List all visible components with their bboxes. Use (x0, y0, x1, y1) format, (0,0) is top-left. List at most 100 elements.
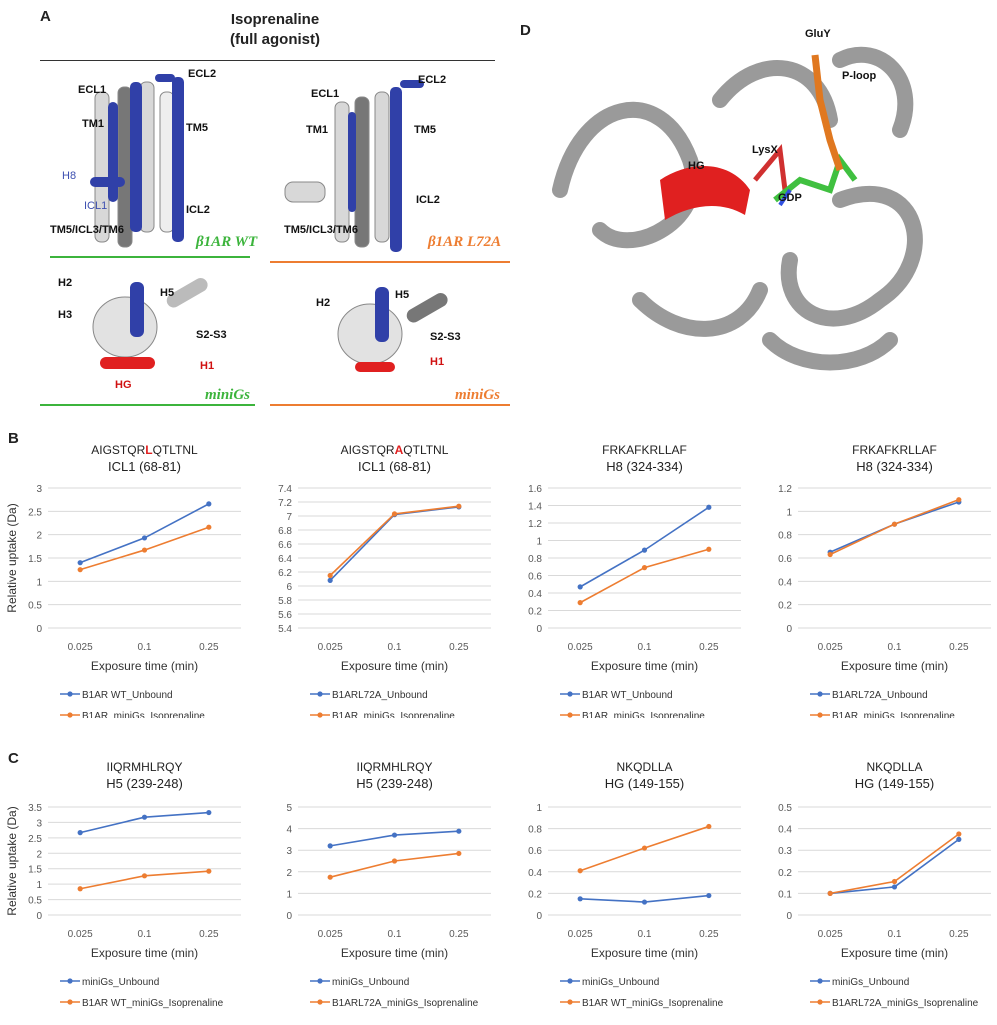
data-point-blue (577, 584, 583, 590)
data-point-orange (827, 890, 833, 896)
data-point-orange (456, 503, 462, 509)
y-tick-label: 7.2 (278, 498, 292, 509)
x-tick-label: 0.1 (388, 642, 402, 653)
label-ploop: P-loop (842, 70, 877, 82)
legend-entry: miniGs_Unbound (582, 977, 659, 988)
x-tick-label: 0.025 (318, 642, 343, 653)
legend-entry: B1ARL72A_Unbound (832, 690, 928, 701)
chart-title-region: ICL1 (68-81) (108, 459, 181, 474)
x-axis-label: Exposure time (min) (341, 946, 448, 960)
x-tick-label: 0.1 (888, 642, 902, 653)
y-tick-label: 0.2 (778, 868, 792, 879)
panel-a-title-line1: Isoprenaline (230, 11, 320, 28)
legend-entry: B1ARL72A_miniGs_Isoprenaline (332, 998, 479, 1009)
x-axis-label: Exposure time (min) (341, 659, 448, 673)
chart-title-region: H5 (239-248) (106, 776, 183, 791)
data-point-blue (206, 501, 212, 507)
label-tm5-l72a: TM5 (414, 124, 436, 136)
data-point-blue (327, 577, 333, 583)
data-point-orange (577, 600, 583, 606)
chart-title-sequence: FRKAFKRLLAF (852, 443, 937, 457)
y-tick-label: 0 (536, 624, 542, 635)
y-tick-label: 0.2 (778, 601, 792, 612)
legend-entry: B1AR WT_miniGs_Isoprenaline (82, 998, 224, 1009)
label-h1-l72a: H1 (430, 356, 445, 368)
chart-8: NKQDLLA HG (149-155) 0 0.1 0.2 0.3 0.4 0.5 0.025… (778, 760, 991, 1009)
y-tick-label: 0 (786, 624, 792, 635)
data-point-blue (641, 547, 648, 553)
chart-title-sequence: NKQDLLA (866, 760, 922, 774)
y-tick-label: 1 (536, 803, 542, 814)
legend-swatch-marker (317, 999, 323, 1005)
y-tick-label: 1 (786, 507, 792, 518)
x-axis-label: Exposure time (min) (591, 659, 698, 673)
label-hg-wt: HG (115, 379, 132, 391)
chart-title-sequence: IIQRMHLRQY (106, 760, 182, 774)
chart-title-sequence: NKQDLLA (616, 760, 672, 774)
chart-title-sequence: AIGSTQRLQTLTNL (91, 443, 198, 457)
panel-a-divider (40, 60, 495, 61)
label-icl1-wt: ICL1 (84, 200, 108, 212)
tag-minigs-wt: miniGs (205, 387, 251, 403)
label-s2s3-l72a: S2-S3 (430, 331, 461, 343)
y-tick-label: 0.4 (778, 577, 792, 588)
legend-swatch-marker (567, 978, 573, 984)
data-point-blue (706, 892, 712, 899)
x-tick-label: 0.1 (388, 929, 402, 940)
y-tick-label: 7.4 (278, 484, 292, 495)
data-point-orange (706, 823, 712, 830)
x-axis-label: Exposure time (min) (841, 659, 948, 673)
x-tick-label: 0.1 (138, 929, 152, 940)
chart-7: NKQDLLA HG (149-155) 0 0.2 0.4 0.6 0.8 1 0.025 0.… (528, 760, 741, 1009)
minigs-wt-structure (92, 278, 208, 369)
label-ecl1-l72a: ECL1 (311, 88, 340, 100)
panel-d-letter: D (520, 22, 531, 39)
sequence-part: IIQRMHLRQY (356, 760, 432, 774)
y-tick-label: 6.2 (278, 568, 292, 579)
legend-swatch-marker (317, 978, 323, 984)
label-h3-wt: H3 (58, 309, 73, 321)
label-h5-wt: H5 (160, 287, 175, 299)
sequence-part: IIQRMHLRQY (106, 760, 182, 774)
y-tick-label: 0 (36, 911, 42, 922)
y-tick-label: 0.5 (28, 601, 42, 612)
label-hg-d: HG (688, 160, 705, 172)
x-tick-label: 0.25 (449, 642, 469, 653)
legend-entry: B1AR WT_Unbound (582, 690, 673, 701)
y-tick-label: 1 (36, 577, 42, 588)
legend-swatch-marker (567, 691, 573, 697)
y-tick-label: 3 (36, 484, 42, 495)
legend-swatch-marker (817, 999, 823, 1005)
data-point-blue (141, 535, 148, 541)
x-axis-label: Exposure time (min) (91, 946, 198, 960)
data-point-orange (956, 831, 962, 837)
y-tick-label: 0.1 (778, 889, 792, 900)
data-point-orange (141, 873, 148, 879)
chart-title-sequence: IIQRMHLRQY (356, 760, 432, 774)
label-ecl1-wt: ECL1 (78, 84, 107, 96)
legend-entry: miniGs_Unbound (82, 977, 159, 988)
chart-2: AIGSTQRAQTLTNL ICL1 (68-81) 5.4 5.6 5.8 6 6.2 6… (278, 443, 491, 718)
data-point-orange (456, 850, 462, 857)
x-tick-label: 0.025 (68, 642, 93, 653)
data-point-orange (327, 874, 333, 880)
y-tick-label: 1.2 (778, 484, 792, 495)
panel-a-title: Isoprenaline (full agonist) (170, 10, 380, 50)
x-tick-label: 0.025 (818, 642, 843, 653)
y-tick-label: 1.6 (528, 484, 542, 495)
x-tick-label: 0.25 (199, 642, 219, 653)
legend-swatch-marker (817, 712, 823, 718)
y-tick-label: 3.5 (28, 803, 42, 814)
x-tick-label: 0.1 (888, 929, 902, 940)
sequence-part: QTLTNL (403, 443, 448, 457)
y-tick-label: 5 (286, 803, 292, 814)
y-tick-label: 0.4 (528, 589, 542, 600)
x-tick-label: 0.025 (318, 929, 343, 940)
data-point-blue (456, 828, 462, 834)
label-icl2-l72a: ICL2 (416, 194, 440, 206)
label-icl2-wt: ICL2 (186, 204, 210, 216)
data-point-orange (641, 565, 648, 571)
data-point-orange (206, 868, 212, 874)
x-tick-label: 0.25 (949, 642, 969, 653)
sequence-part: AIGSTQR (91, 443, 145, 457)
